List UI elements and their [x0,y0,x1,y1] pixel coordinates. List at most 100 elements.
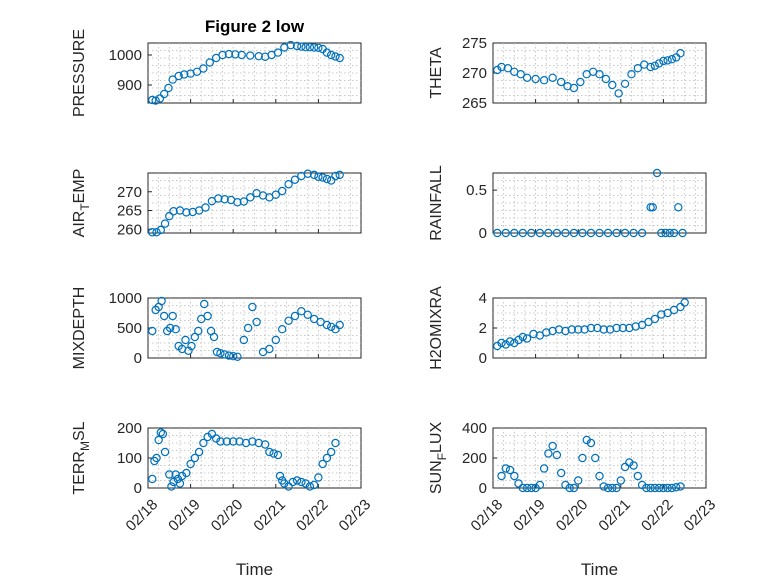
data-point [531,74,540,84]
data-point [650,483,660,493]
y-axis-label-subscript: M [78,441,92,451]
data-point [595,471,604,481]
series-points [493,168,687,238]
data-point [627,69,636,79]
data-point [650,314,660,324]
data-point [678,228,687,238]
data-point [522,334,532,343]
data-point [322,453,332,463]
data-point [616,476,626,485]
data-point [155,94,165,103]
data-point [160,447,170,457]
data-point [271,190,280,199]
data-point [252,317,261,327]
data-point [544,449,553,458]
y-axis-label: TERRMSL [71,421,92,494]
data-point [148,474,157,484]
data-point [522,73,532,83]
x-tick-label: 02/18 [123,496,162,535]
data-point [200,299,209,309]
data-point [309,480,319,490]
data-point [168,75,177,84]
data-point [157,296,166,306]
data-point [164,83,173,93]
data-point [576,77,585,87]
x-tick-label: 02/20 [553,496,592,535]
data-point [265,344,274,354]
data-point [552,450,562,460]
data-point [218,50,227,60]
data-point [591,453,600,463]
data-point [231,50,240,59]
data-point [552,228,562,238]
data-point [612,323,621,333]
data-point [199,438,208,448]
data-point [187,341,196,351]
data-point [214,194,223,203]
data-point [603,228,613,238]
y-tick-label: 200 [117,420,142,437]
y-tick-label: 0 [134,480,142,497]
data-point [493,228,502,238]
data-point [578,228,587,238]
y-axis-label-main: SUN [428,460,445,494]
data-point [556,77,566,87]
data-point [290,175,300,184]
data-point [518,483,528,493]
data-point [676,302,685,312]
data-point [561,228,570,238]
y-tick-label: 270 [462,65,487,82]
data-point [505,337,515,346]
data-point [331,52,340,61]
data-point [548,441,557,451]
data-point [608,483,617,493]
data-point [574,325,583,334]
data-point [654,59,664,68]
series-points [148,169,344,237]
data-point [220,350,229,359]
data-point [159,89,169,99]
data-point [222,437,232,446]
data-point [322,174,332,184]
data-point [239,197,249,206]
data-point [326,322,336,331]
data-point [620,228,630,238]
y-tick-label: 1000 [109,290,142,307]
data-point [595,228,604,238]
data-point [201,203,210,212]
data-point [331,325,340,334]
y-tick-label: 100 [117,450,142,467]
data-point [637,228,647,238]
x-axis-label: Time [581,560,618,579]
x-axis-label: Time [236,560,273,579]
data-point [194,326,203,336]
data-point [180,70,189,79]
y-axis-label-main: AIR [71,211,88,238]
data-point [209,332,219,342]
data-point [671,53,681,62]
data-point [165,470,174,479]
series-points [148,428,340,491]
data-point [503,63,513,73]
y-axis-label-rest: EMP [71,169,88,204]
data-point [203,311,212,321]
data-point [646,62,655,72]
data-point [233,198,242,207]
data-point [599,482,608,491]
y-axis-label: SUNFLUX [428,422,449,495]
data-point [220,195,229,204]
data-point [674,203,683,212]
data-point [171,325,180,334]
data-point [629,228,638,238]
data-point [182,468,191,478]
data-point [248,302,257,312]
data-point [620,462,630,472]
data-point [246,51,255,60]
y-axis-label: PRESSURE [71,29,88,117]
data-point [305,482,315,491]
y-axis-label: THETA [428,47,445,99]
y-axis-label-main: MIXDEPTH [71,287,88,370]
data-point [158,429,168,439]
data-point [228,437,238,446]
